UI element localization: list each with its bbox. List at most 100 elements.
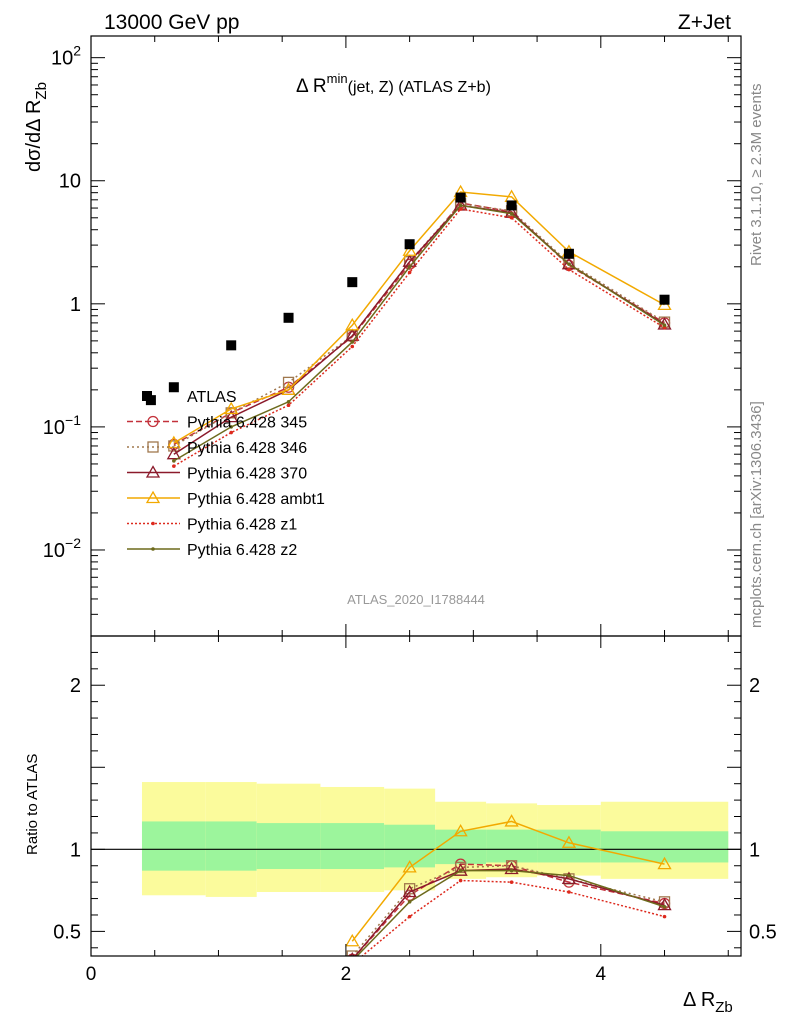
ratio-series-2-point-1 <box>402 884 417 898</box>
main-series-line-3 <box>173 191 665 444</box>
plot-title-sup: min <box>327 71 348 86</box>
ratio-series-3-point-1 <box>402 860 417 873</box>
atlas-data-point-5 <box>404 239 415 250</box>
atlas-data-point-9 <box>659 294 670 305</box>
ratio-series-2-point-4 <box>561 871 577 885</box>
main-series-5-point-8 <box>662 323 667 328</box>
legend-label-5: Pythia 6.428 z2 <box>187 542 297 559</box>
main-series-4-point-7 <box>567 267 571 272</box>
legend-marker-4 <box>151 521 155 526</box>
main-series-5-point-5 <box>458 203 463 208</box>
ratio-series-line-3 <box>351 820 665 942</box>
ratio-series-2-point-3 <box>504 861 519 875</box>
y-axis-label-sub: Zb <box>33 82 50 100</box>
x-axis-label-main: Δ R <box>683 989 715 1011</box>
legend-marker-3 <box>145 490 161 504</box>
atlas-data-point-6 <box>455 192 466 203</box>
ratio-series-line-5 <box>356 869 665 956</box>
main-series-4-point-6 <box>509 215 514 220</box>
atlas-data-point-2 <box>226 340 237 351</box>
legend-marker-0 <box>147 415 159 428</box>
atlas-data-point-1 <box>168 382 179 393</box>
main-y-tick-label-2: 1 <box>70 294 81 316</box>
ratio-series-line-2 <box>354 868 665 956</box>
ratio-band-inner-6 <box>486 829 538 863</box>
atlas-data-point-7 <box>506 200 517 211</box>
main-series-4-point-4 <box>407 270 412 275</box>
main-series-3-point-3 <box>345 317 360 331</box>
ratio-series-line-0 <box>354 863 665 956</box>
ratio-y-tick-label-left-1: 1 <box>70 839 81 861</box>
main-series-5-point-3 <box>350 340 355 344</box>
ratio-series-4-point-3 <box>509 880 514 884</box>
main-y-tick-label-3: 10 <box>59 171 81 193</box>
main-series-5-point-1 <box>229 425 233 429</box>
legend-marker-2 <box>145 465 161 478</box>
ratio-panel: 0 2 4 0.5 0.5 1 1 2 2 <box>53 635 777 985</box>
ratio-band-inner-2 <box>256 823 321 870</box>
main-series-5-point-0 <box>172 459 176 463</box>
ratio-series-group <box>345 814 672 963</box>
legend-marker-1 <box>147 441 159 453</box>
legend-atlas-label: ATLAS <box>187 389 237 406</box>
mcplots-reference-label: mcplots.cern.ch [arXiv:1306.3436] <box>748 401 765 628</box>
main-series-3-point-2 <box>281 382 296 395</box>
ratio-series-1-point-0 <box>346 950 358 956</box>
analysis-id-label: ATLAS_2020_I1788444 <box>347 592 485 607</box>
legend-marker-5 <box>151 547 155 551</box>
main-series-3-point-4 <box>402 243 417 256</box>
plot-title-sub: (jet, Z) (ATLAS Z+b) <box>348 79 491 96</box>
ratio-series-4-point-4 <box>567 890 571 894</box>
ratio-y-tick-label-right-1: 1 <box>749 839 760 861</box>
main-series-5-point-4 <box>407 264 412 269</box>
ratio-panel-frame <box>90 635 742 957</box>
main-y-tick-label-0: 10−2 <box>43 535 81 562</box>
main-series-line-0 <box>173 202 665 446</box>
x-tick-label-1: 2 <box>341 964 352 985</box>
atlas-data-point-8 <box>563 248 574 259</box>
ratio-series-3-point-5 <box>657 856 672 870</box>
ratio-series-4-point-1 <box>407 914 412 919</box>
atlas-data-point-4 <box>347 277 358 288</box>
ratio-series-5-point-1 <box>407 900 412 904</box>
main-series-5-point-2 <box>286 399 291 404</box>
header-right-label: Z+Jet <box>678 11 731 34</box>
ratio-y-tick-label-left-0: 0.5 <box>53 921 81 943</box>
legend-label-3: Pythia 6.428 ambt1 <box>187 491 325 508</box>
ratio-series-3-point-4 <box>561 835 577 848</box>
ratio-series-2-point-5 <box>657 897 672 911</box>
ratio-series-5-point-0 <box>350 959 354 963</box>
main-y-tick-label-4: 102 <box>51 43 81 70</box>
x-axis-label-sub: Zb <box>715 999 733 1016</box>
ratio-series-3-point-2 <box>453 823 468 837</box>
main-series-2-point-1 <box>224 409 239 423</box>
legend-label-1: Pythia 6.428 346 <box>187 440 307 457</box>
ratio-series-3-point-0 <box>345 933 360 947</box>
ratio-band-inner-0 <box>141 821 206 871</box>
x-tick-label-0: 0 <box>86 964 97 985</box>
legend-label-2: Pythia 6.428 370 <box>187 466 307 483</box>
main-series-4-point-2 <box>286 403 291 408</box>
plot-title-main: Δ R <box>296 76 327 97</box>
main-series-3-point-1 <box>224 401 239 415</box>
main-series-1-point-2 <box>282 376 295 389</box>
plot-title: Δ Rmin(jet, Z) (ATLAS Z+b) <box>296 71 491 97</box>
x-tick-label-2: 4 <box>596 964 607 985</box>
ratio-y-tick-label-left-2: 2 <box>70 675 81 697</box>
ratio-series-5-point-2 <box>458 868 463 873</box>
main-series-5-point-6 <box>509 211 514 216</box>
legend: ATLAS Pythia 6.428 345 Pythia 6.428 346 Pyt… <box>127 389 325 559</box>
header-left-label: 13000 GeV pp <box>104 11 239 34</box>
rivet-version-label: Rivet 3.1.10, ≥ 2.3M events <box>748 84 765 267</box>
ratio-series-5-point-4 <box>567 873 571 878</box>
main-series-4-point-1 <box>229 430 233 435</box>
ratio-series-4-point-5 <box>662 914 667 919</box>
ratio-y-tick-label-right-2: 2 <box>749 675 760 697</box>
legend-label-4: Pythia 6.428 z1 <box>187 517 297 534</box>
ratio-series-1-point-1 <box>403 883 416 895</box>
ratio-band-inner-1 <box>205 821 257 871</box>
legend-atlas-marker <box>142 391 152 401</box>
atlas-data-point-3 <box>283 312 294 323</box>
y-axis-label: dσ/dΔ RZb <box>23 82 50 172</box>
